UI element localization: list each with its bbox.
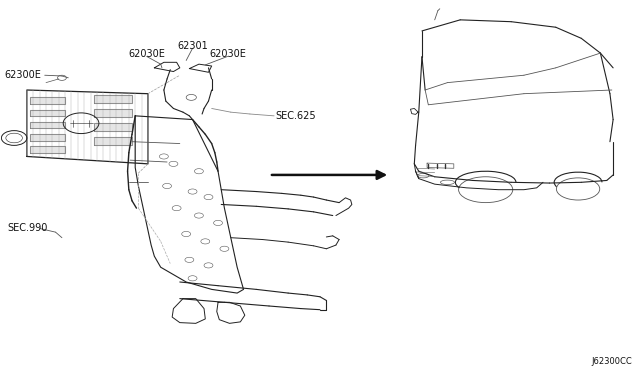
Text: SEC.625: SEC.625 [275,111,316,121]
Polygon shape [30,122,65,128]
Text: SEC.990: SEC.990 [8,224,48,234]
Polygon shape [30,146,65,153]
Polygon shape [30,134,65,141]
Polygon shape [94,109,132,117]
Text: J62300CC: J62300CC [591,357,632,366]
Text: 62300E: 62300E [4,70,42,80]
Polygon shape [94,137,132,145]
Text: 62030E: 62030E [128,49,165,59]
Polygon shape [94,95,132,103]
Polygon shape [94,123,132,131]
Polygon shape [30,97,65,104]
Text: 62301: 62301 [177,41,208,51]
Text: 62030E: 62030E [209,49,246,59]
Polygon shape [30,110,65,116]
